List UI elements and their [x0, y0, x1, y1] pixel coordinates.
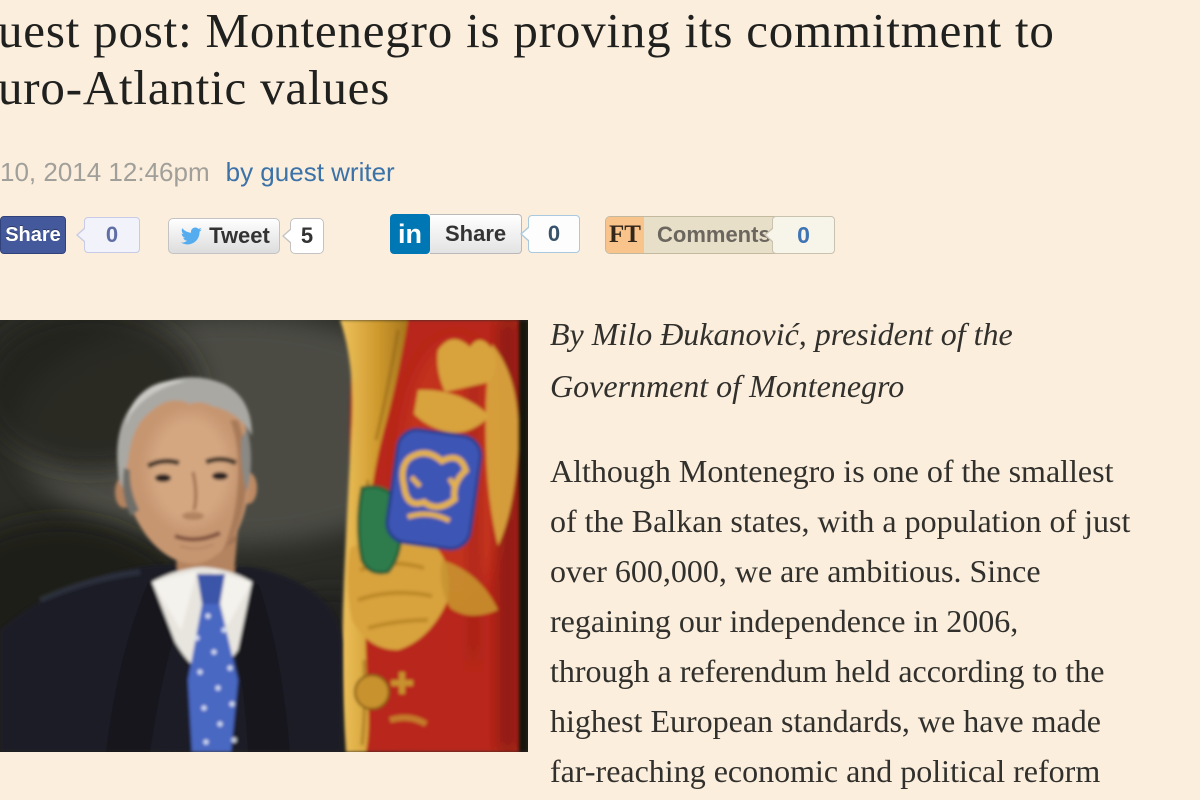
linkedin-share-count[interactable]: 0 [520, 215, 580, 253]
article-photo [0, 320, 528, 752]
ft-comments-button[interactable]: FT Comments [605, 216, 785, 254]
byline-line-1: By Milo Đukanović, president of the [550, 316, 1013, 352]
linkedin-icon: in [390, 214, 430, 254]
publish-date: 10, 2014 12:46pm [0, 157, 210, 187]
byline-line-2: Government of Montenegro [550, 368, 905, 404]
paragraph-line: of the Balkan states, with a population … [550, 503, 1131, 539]
article-meta: 10, 2014 12:46pm by guest writer [0, 157, 395, 188]
montenegro-flag [340, 320, 528, 752]
article-headline: uest post: Montenegro is proving its com… [0, 2, 1055, 116]
linkedin-share-button[interactable]: in Share [390, 214, 523, 254]
tweet-button-label: Tweet [209, 223, 270, 248]
paragraph-line: over 600,000, we are ambitious. Since [550, 553, 1041, 589]
president-flag-photo [0, 320, 528, 752]
facebook-share-count[interactable]: 0 [76, 217, 140, 253]
article-body: By Milo Đukanović, president of the Gove… [550, 308, 1200, 796]
ft-comments-label: Comments [657, 222, 771, 247]
portrait-man [0, 377, 342, 752]
paragraph-line: Although Montenegro is one of the smalle… [550, 453, 1114, 489]
author-link[interactable]: by guest writer [225, 157, 395, 187]
linkedin-share-label: Share [430, 214, 523, 254]
ft-logo: FT [606, 217, 644, 253]
ft-comments-count[interactable]: 0 [764, 216, 835, 254]
tweet-button[interactable]: Tweet [168, 218, 280, 254]
paragraph-line: through a referendum held according to t… [550, 653, 1105, 689]
twitter-bird-icon [180, 227, 202, 245]
paragraph-line: regaining our independence in 2006, [550, 603, 1019, 639]
headline-line-2: uro-Atlantic values [0, 60, 391, 115]
facebook-share-button[interactable]: Share [0, 216, 66, 254]
paragraph-line: far-reaching economic and political refo… [550, 753, 1101, 789]
tweet-count[interactable]: 5 [282, 218, 324, 254]
article-paragraph: Although Montenegro is one of the smalle… [550, 446, 1200, 796]
paragraph-line: highest European standards, we have made [550, 703, 1101, 739]
headline-line-1: uest post: Montenegro is proving its com… [0, 3, 1055, 58]
